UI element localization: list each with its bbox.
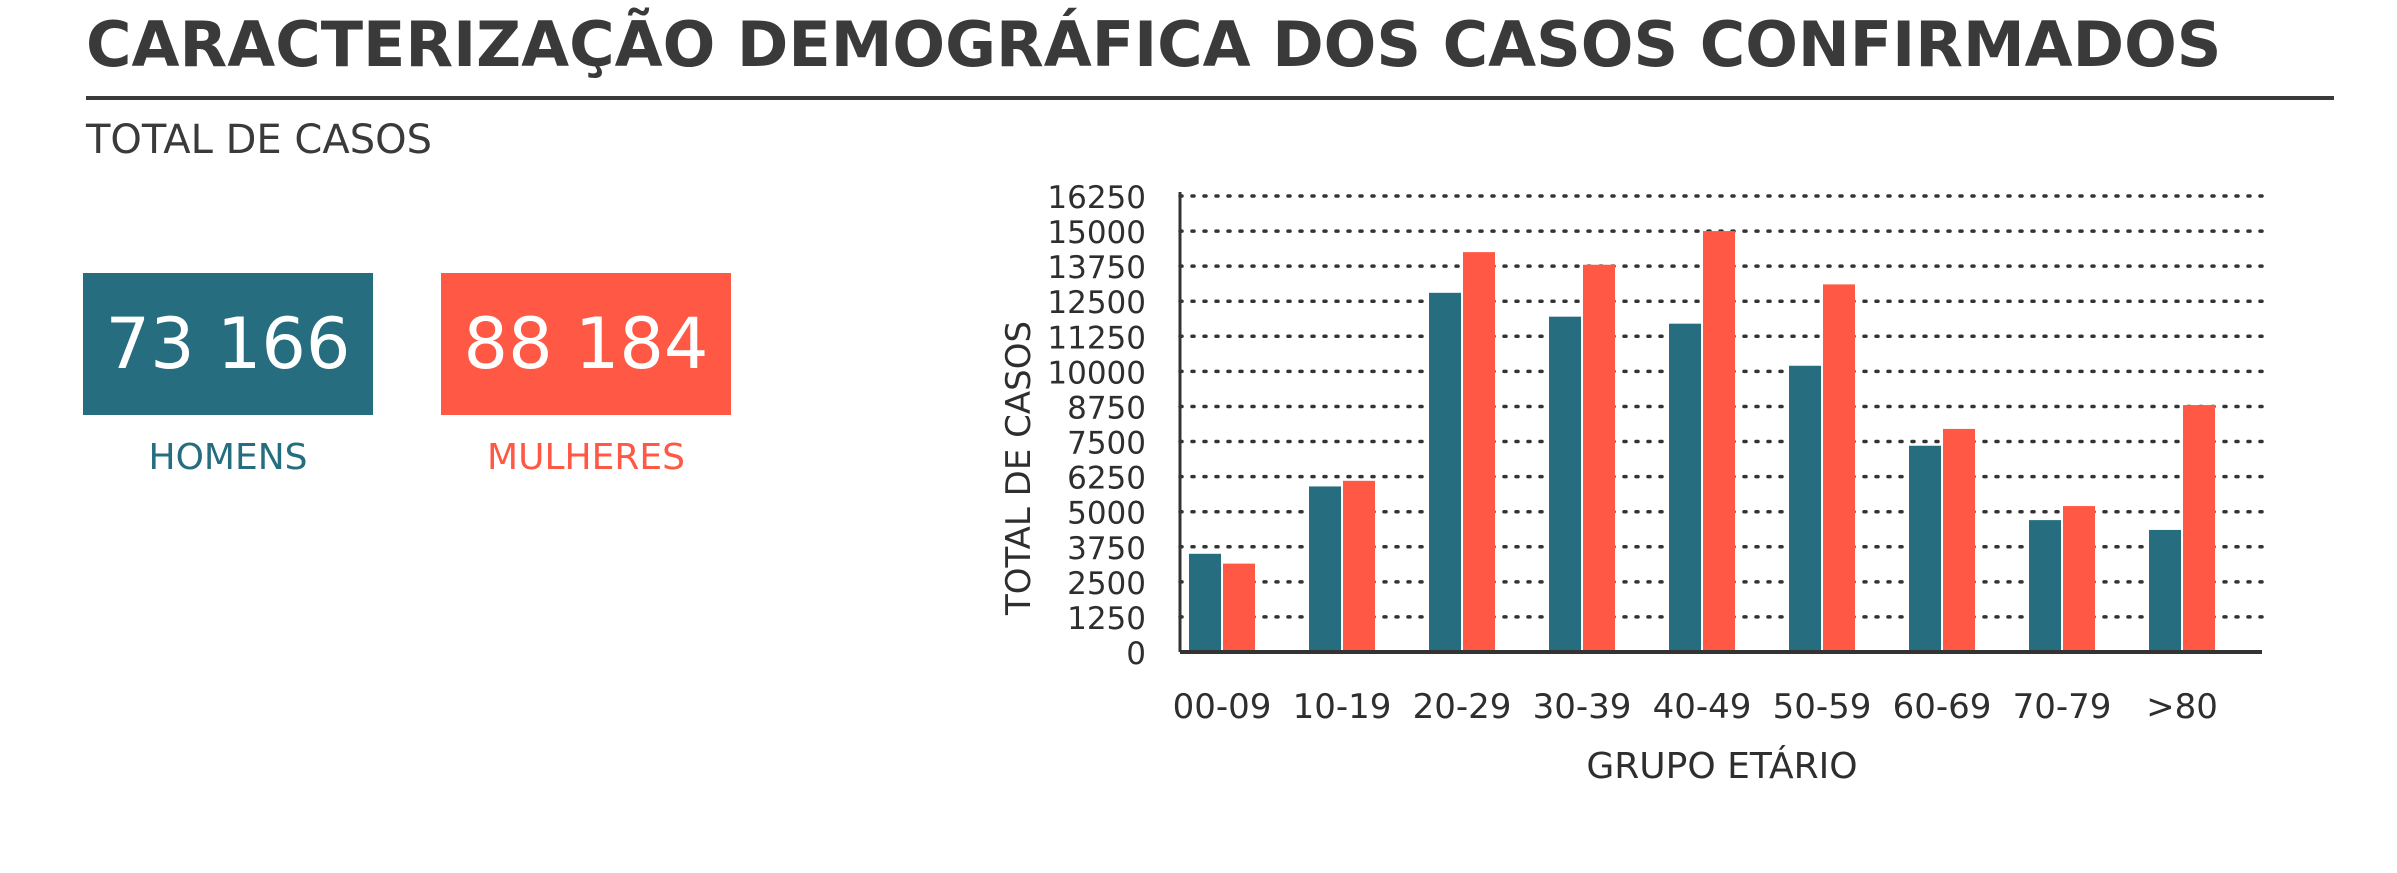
- women-bar-50-59: [1823, 284, 1855, 652]
- y-tick-label: 8750: [1067, 390, 1146, 426]
- y-tick-label: 2500: [1067, 566, 1146, 602]
- women-bar->80: [2183, 405, 2215, 652]
- y-tick-label: 15000: [1047, 215, 1146, 251]
- y-tick-label: 16250: [1047, 180, 1146, 216]
- men-total-card: 73 166: [83, 273, 373, 415]
- page-title: CARACTERIZAÇÃO DEMOGRÁFICA DOS CASOS CON…: [86, 8, 2222, 81]
- women-bar-00-09: [1223, 563, 1255, 652]
- y-tick-label: 12500: [1047, 285, 1146, 321]
- men-bar-50-59: [1789, 365, 1821, 652]
- women-bar-70-79: [2063, 506, 2095, 652]
- y-tick-label: 5000: [1067, 496, 1146, 532]
- women-bar-60-69: [1943, 428, 1975, 652]
- chart-labels: TOTAL DE CASOS GRUPO ETÁRIO 012502500375…: [999, 180, 2218, 787]
- section-subtitle: TOTAL DE CASOS: [86, 117, 432, 163]
- women-label: MULHERES: [487, 437, 685, 478]
- men-bar-70-79: [2029, 520, 2061, 652]
- y-tick-label: 7500: [1067, 426, 1146, 462]
- y-tick-label: 13750: [1047, 250, 1146, 286]
- y-tick-label: 11250: [1047, 320, 1146, 356]
- x-tick-label: 60-69: [1893, 687, 1992, 727]
- y-tick-label: 0: [1126, 636, 1146, 672]
- x-tick-label: 30-39: [1533, 687, 1632, 727]
- x-tick-label: >80: [2146, 687, 2218, 727]
- x-tick-label: 10-19: [1293, 687, 1392, 727]
- women-bar-10-19: [1343, 480, 1375, 652]
- men-bar-30-39: [1549, 316, 1581, 652]
- y-tick-label: 3750: [1067, 531, 1146, 567]
- title-divider: [86, 96, 2334, 100]
- y-axis-label: TOTAL DE CASOS: [999, 321, 1039, 616]
- men-bar-10-19: [1309, 486, 1341, 652]
- x-tick-label: 20-29: [1413, 687, 1512, 727]
- women-bar-20-29: [1463, 252, 1495, 652]
- y-tick-label: 10000: [1047, 355, 1146, 391]
- chart-axes: [1178, 192, 2262, 654]
- chart-bars: [1189, 231, 2215, 653]
- men-bar-00-09: [1189, 553, 1221, 652]
- women-total-card: 88 184: [441, 273, 731, 415]
- y-tick-label: 1250: [1067, 601, 1146, 637]
- men-bar->80: [2149, 529, 2181, 652]
- men-bar-40-49: [1669, 323, 1701, 652]
- x-tick-label: 70-79: [2013, 687, 2112, 727]
- x-tick-label: 00-09: [1173, 687, 1272, 727]
- men-bar-20-29: [1429, 292, 1461, 652]
- men-bar-60-69: [1909, 445, 1941, 652]
- x-axis-label: GRUPO ETÁRIO: [1586, 745, 1857, 787]
- men-label: HOMENS: [148, 437, 308, 478]
- women-bar-40-49: [1703, 231, 1735, 653]
- women-bar-30-39: [1583, 264, 1615, 652]
- x-tick-label: 40-49: [1653, 687, 1752, 727]
- y-tick-label: 6250: [1067, 461, 1146, 497]
- x-tick-label: 50-59: [1773, 687, 1872, 727]
